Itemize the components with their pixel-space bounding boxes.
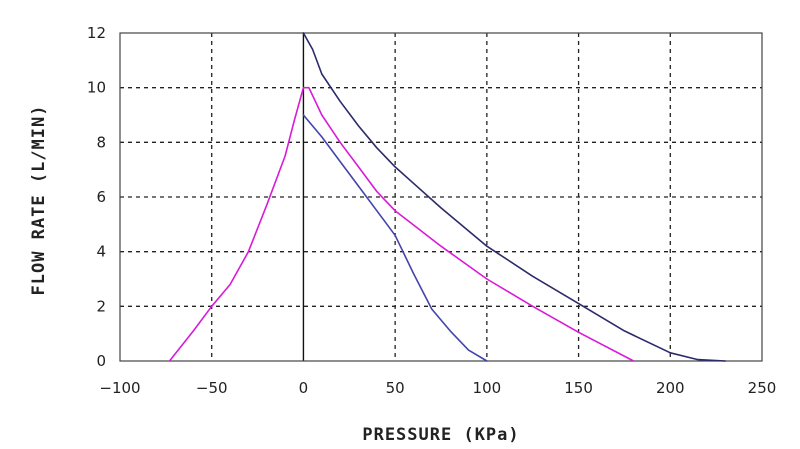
series-layer: [168, 32, 727, 362]
y-tick-labels: 0 2 4 6 8 10 12: [87, 24, 106, 370]
y-axis-title: FLOW RATE (L/MIN): [29, 105, 49, 296]
x-tick-label: 200: [656, 379, 685, 397]
y-tick-label: 6: [96, 188, 106, 206]
x-tick-label: 100: [473, 379, 502, 397]
series-line-2: [168, 86, 635, 362]
series-line-3: [302, 114, 488, 362]
x-tick-labels: −100 −50 0 50 100 150 200 250: [99, 379, 776, 397]
x-tick-label: 150: [564, 379, 593, 397]
x-tick-label: 250: [748, 379, 777, 397]
plot-frame: [119, 32, 763, 362]
x-axis-title: PRESSURE (KPa): [362, 425, 519, 445]
series-line-1: [302, 32, 727, 362]
x-tick-label: −50: [196, 379, 228, 397]
grid-lines: [120, 33, 762, 361]
y-tick-label: 4: [96, 243, 106, 261]
y-tick-label: 2: [96, 297, 106, 315]
y-tick-label: 10: [87, 79, 106, 97]
x-tick-label: 0: [299, 379, 309, 397]
x-tick-label: 50: [386, 379, 405, 397]
y-tick-label: 8: [96, 133, 106, 151]
x-tick-label: −100: [99, 379, 140, 397]
y-tick-label: 12: [87, 24, 106, 42]
y-tick-label: 0: [96, 352, 106, 370]
